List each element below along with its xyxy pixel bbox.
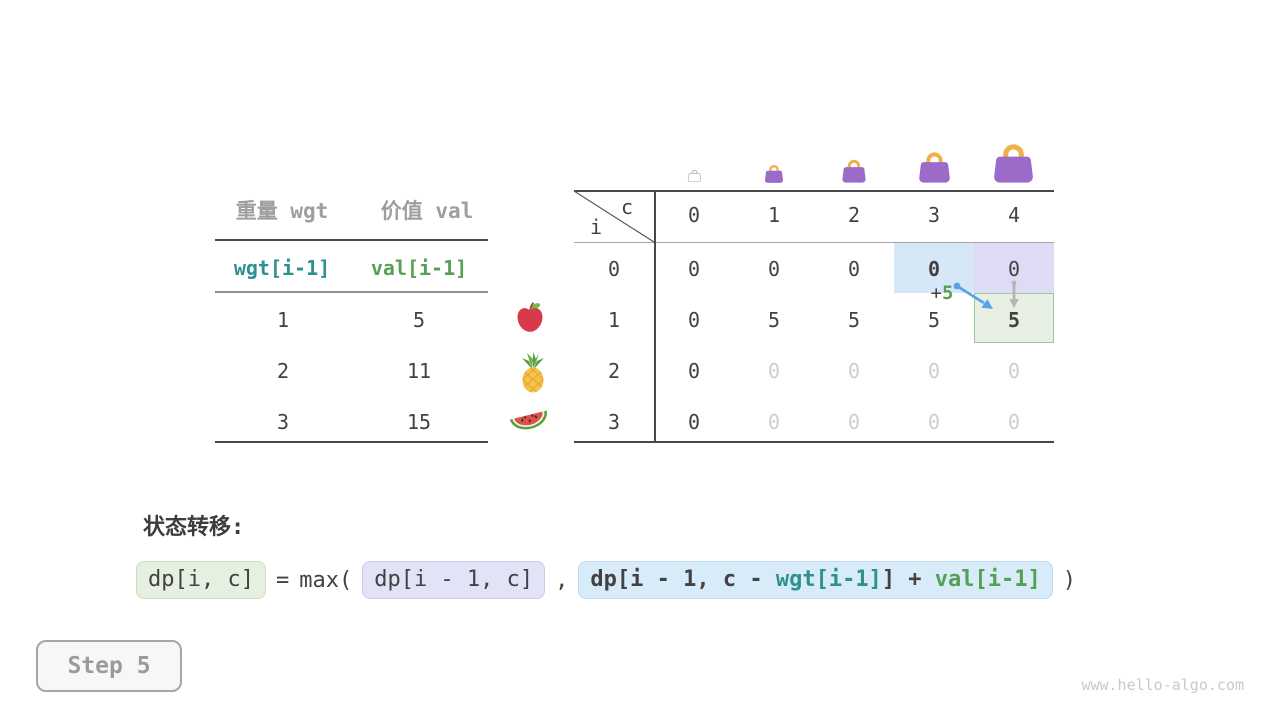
item-table-val-index: val[i-1] [370,256,468,280]
formula-max-open: max( [299,567,353,593]
pineapple-icon [522,352,544,393]
formula-current-chip: dp[i, c] [136,561,266,599]
formula-skip-chip: dp[i - 1, c] [362,561,546,599]
take-prefix: dp[i - 1, c - [590,567,776,592]
handbag-icon [994,144,1033,183]
dp-col-header: 1 [767,203,781,227]
state-transition-formula: dp[i, c] = max( dp[i - 1, c] , dp[i - 1,… [136,559,1076,601]
dp-corner-row-var: i [589,215,603,239]
dp-row-header: 1 [607,308,621,332]
dp-table-rule-top [574,190,1054,192]
item-value-1: 5 [412,308,426,332]
item-weight-3: 3 [276,410,290,434]
dp-cell: 5 [927,308,941,332]
added-value: 5 [942,282,954,304]
item-table-header-value: 价值 val [380,199,474,223]
dp-col-header: 2 [847,203,861,227]
dp-cell: 5 [847,308,861,332]
dp-cell: 0 [1007,359,1021,383]
take-wgt-term: wgt[i-1] [775,567,882,592]
formula-take-chip: dp[i - 1, c - wgt[i-1]] + val[i-1] [578,561,1053,599]
step-badge[interactable]: Step 5 [36,640,182,692]
dp-cell: 0 [687,257,701,281]
item-table-rule-bottom [215,441,488,443]
item-weight-1: 1 [276,308,290,332]
item-value-2: 11 [406,359,432,383]
watermark: www.hello-algo.com [1081,676,1244,694]
item-weight-2: 2 [276,359,290,383]
plus-sign: + [930,282,942,304]
dp-cell: 0 [767,359,781,383]
dp-cell: 0 [1007,410,1021,434]
take-val-term: val[i-1] [934,567,1041,592]
dp-cell: 0 [847,359,861,383]
dp-cell: 0 [767,257,781,281]
apple-icon [517,302,543,332]
dp-table-rule-header [574,242,1054,244]
dp-cell: 0 [847,410,861,434]
dp-col-header: 3 [927,203,941,227]
dp-table-rule-bottom [574,441,1054,443]
dp-cell: 0 [847,257,861,281]
handbag-icon [919,152,950,183]
highlight-cell-prev-state [894,243,974,293]
dp-col-header: 0 [687,203,701,227]
dp-cell: 0 [927,410,941,434]
handbag-icon [842,159,866,183]
transition-add-value-label: +5 [902,283,982,303]
dp-cell: 0 [687,410,701,434]
item-table-rule-mid [215,291,488,293]
bag-empty-icon [687,169,702,182]
dp-cell: 5 [1007,308,1021,332]
formula-comma: , [555,567,569,593]
dp-row-header: 2 [607,359,621,383]
dp-cell: 0 [767,410,781,434]
item-table-header-weight: 重量 wgt [235,199,329,223]
dp-cell: 5 [767,308,781,332]
watermelon-icon [509,410,548,430]
take-mid: ] + [881,567,935,592]
item-table-rule-top [215,239,488,241]
item-value-3: 15 [406,410,432,434]
dp-cell: 0 [1007,257,1021,281]
item-table-wgt-index: wgt[i-1] [233,256,331,280]
dp-cell: 0 [687,308,701,332]
dp-table-rule-vertical [654,190,656,443]
state-transition-label: 状态转移: [143,515,245,540]
formula-equals: = [275,567,290,593]
dp-cell: 0 [927,257,941,281]
dp-corner-col-var: c [620,195,634,219]
dp-cell: 0 [687,359,701,383]
formula-close-paren: ) [1062,567,1077,593]
dp-cell: 0 [927,359,941,383]
handbag-icon [764,165,784,183]
dp-row-header: 3 [607,410,621,434]
dp-row-header: 0 [607,257,621,281]
dp-col-header: 4 [1007,203,1021,227]
